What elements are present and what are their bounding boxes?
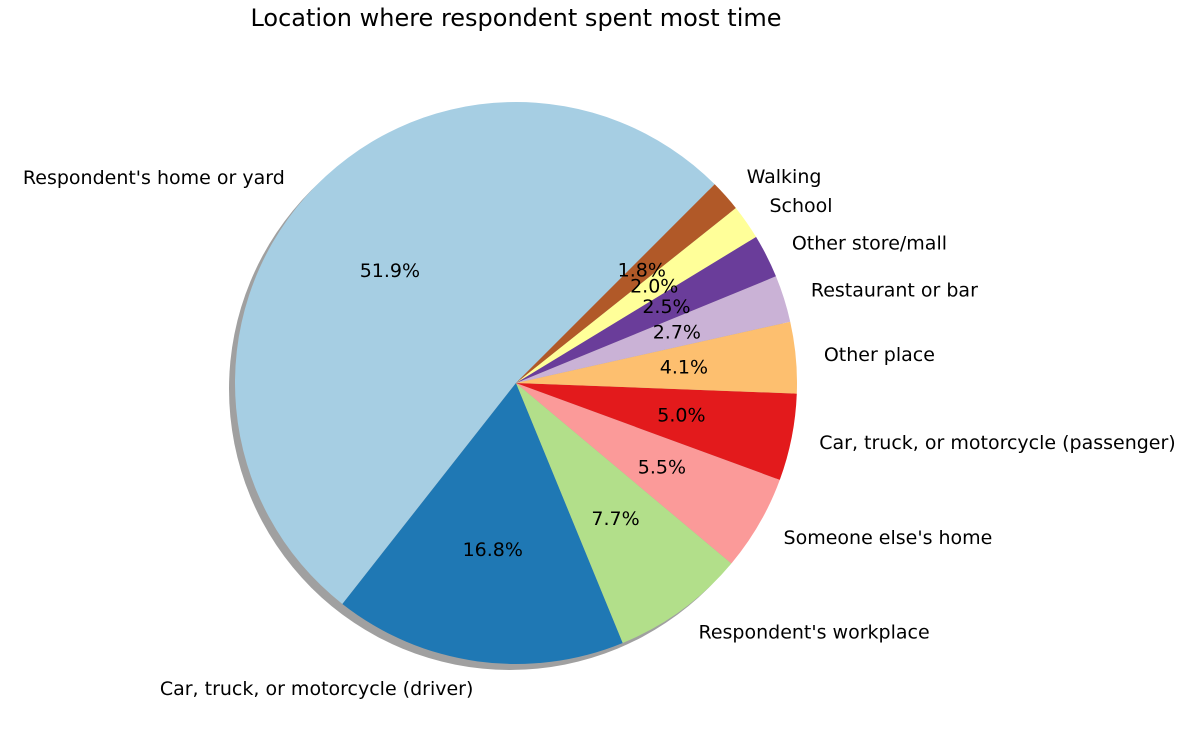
pie-slice-other-store-mall <box>516 236 776 383</box>
pie-slice-respondent-s-workplace <box>516 383 732 643</box>
pct-label-other-place: 4.1% <box>660 357 708 379</box>
category-label-car-truck-or-motorcycle-driver: Car, truck, or motorcycle (driver) <box>160 678 474 700</box>
category-label-restaurant-or-bar: Restaurant or bar <box>811 279 978 301</box>
pie-slice-respondent-s-home-or-yard <box>235 102 715 604</box>
pie-slices <box>235 102 797 664</box>
pct-label-other-store-mall: 2.5% <box>642 296 690 318</box>
pct-label-walking: 1.8% <box>618 260 666 282</box>
pie-slice-car-truck-or-motorcycle-driver <box>342 383 623 664</box>
pct-label-restaurant-or-bar: 2.7% <box>653 321 701 343</box>
pie-slice-school <box>516 207 757 383</box>
pie-labels: 51.9% Respondent's home or yard 16.8% Car, … <box>23 166 1176 700</box>
category-label-respondent-s-home-or-yard: Respondent's home or yard <box>23 167 285 189</box>
pct-label-school: 2.0% <box>630 275 678 297</box>
pie-slice-car-truck-or-motorcycle-passenger <box>516 383 797 480</box>
category-label-walking: Walking <box>747 166 822 188</box>
category-label-other-store-mall: Other store/mall <box>792 233 947 255</box>
pct-label-car-truck-or-motorcycle-passenger: 5.0% <box>657 405 705 427</box>
pct-label-someone-else-s-home: 5.5% <box>638 456 686 478</box>
pie-slice-restaurant-or-bar <box>516 276 791 383</box>
pct-label-car-truck-or-motorcycle-driver: 16.8% <box>463 539 523 561</box>
pie-slice-other-place <box>516 321 797 394</box>
pie-slice-walking <box>516 184 736 383</box>
pie-slice-someone-else-s-home <box>516 383 780 564</box>
category-label-car-truck-or-motorcycle-passenger: Car, truck, or motorcycle (passenger) <box>819 432 1175 454</box>
category-label-other-place: Other place <box>824 344 935 366</box>
category-label-respondent-s-workplace: Respondent's workplace <box>698 621 929 643</box>
category-label-school: School <box>769 195 832 217</box>
pct-label-respondent-s-home-or-yard: 51.9% <box>360 260 420 282</box>
chart-title: Location where respondent spent most tim… <box>250 4 781 32</box>
pct-label-respondent-s-workplace: 7.7% <box>591 508 639 530</box>
category-label-someone-else-s-home: Someone else's home <box>784 527 993 549</box>
